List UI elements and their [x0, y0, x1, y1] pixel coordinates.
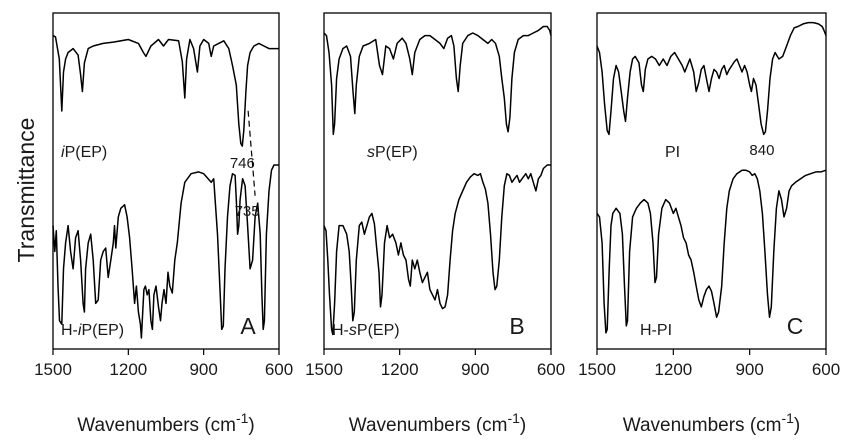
y-axis-label: Transmittance: [13, 118, 39, 263]
series-line-upper: [323, 25, 552, 136]
panel-letter: A: [240, 313, 256, 339]
panels: 1500 1200 900 600 Wavenumbers (cm-1) iP(EP) 74…: [34, 12, 840, 436]
x-tick-label: 1500: [578, 360, 616, 379]
series-line-lower: [323, 164, 551, 336]
panel-b: 1500 1200 900 600 Wavenumbers (cm-1) sP(EP) H-…: [305, 12, 565, 436]
x-tick-label: 600: [812, 360, 840, 379]
x-tick-label: 1200: [381, 360, 419, 379]
x-tick-label: 900: [189, 360, 217, 379]
series-line-lower: [52, 164, 279, 339]
panel-letter: B: [509, 313, 524, 339]
series-line-upper: [596, 21, 827, 136]
x-tick-label: 600: [265, 360, 293, 379]
series-label-upper: PI: [665, 144, 680, 161]
plot-frame: [52, 12, 280, 350]
series-label-upper: sP(EP): [367, 144, 418, 161]
x-tick-label: 1200: [654, 360, 692, 379]
plot-frame: [596, 12, 827, 350]
x-axis-label: Wavenumbers (cm-1): [349, 410, 527, 436]
series-line-upper: [52, 34, 279, 147]
series-label-lower: H-iP(EP): [61, 322, 124, 339]
x-tick-label: 1200: [109, 360, 147, 379]
x-tick-label: 600: [537, 360, 565, 379]
panel-a: 1500 1200 900 600 Wavenumbers (cm-1) iP(EP) 74…: [34, 12, 293, 436]
x-tick-label: 900: [461, 360, 489, 379]
plot-frame: [323, 12, 552, 350]
x-tick-label: 900: [735, 360, 763, 379]
series-label-upper: iP(EP): [61, 144, 107, 161]
x-tick-label: 1500: [305, 360, 343, 379]
annotation-label: 735: [235, 203, 260, 220]
x-axis-label: Wavenumbers (cm-1): [77, 410, 255, 436]
annotation-label: 746: [230, 155, 255, 172]
annotation-label: 840: [749, 142, 774, 159]
panel-letter: C: [787, 313, 804, 339]
series-line-lower: [596, 169, 827, 334]
x-axis-label: Wavenumbers (cm-1): [623, 410, 801, 436]
series-label-lower: H-sP(EP): [332, 322, 400, 339]
x-tick-label: 1500: [34, 360, 72, 379]
annotation-leader: [247, 110, 256, 196]
series-label-lower: H-PI: [640, 322, 672, 339]
panel-c: 1500 1200 900 600 Wavenumbers (cm-1) PI 840 H-P…: [578, 12, 840, 436]
